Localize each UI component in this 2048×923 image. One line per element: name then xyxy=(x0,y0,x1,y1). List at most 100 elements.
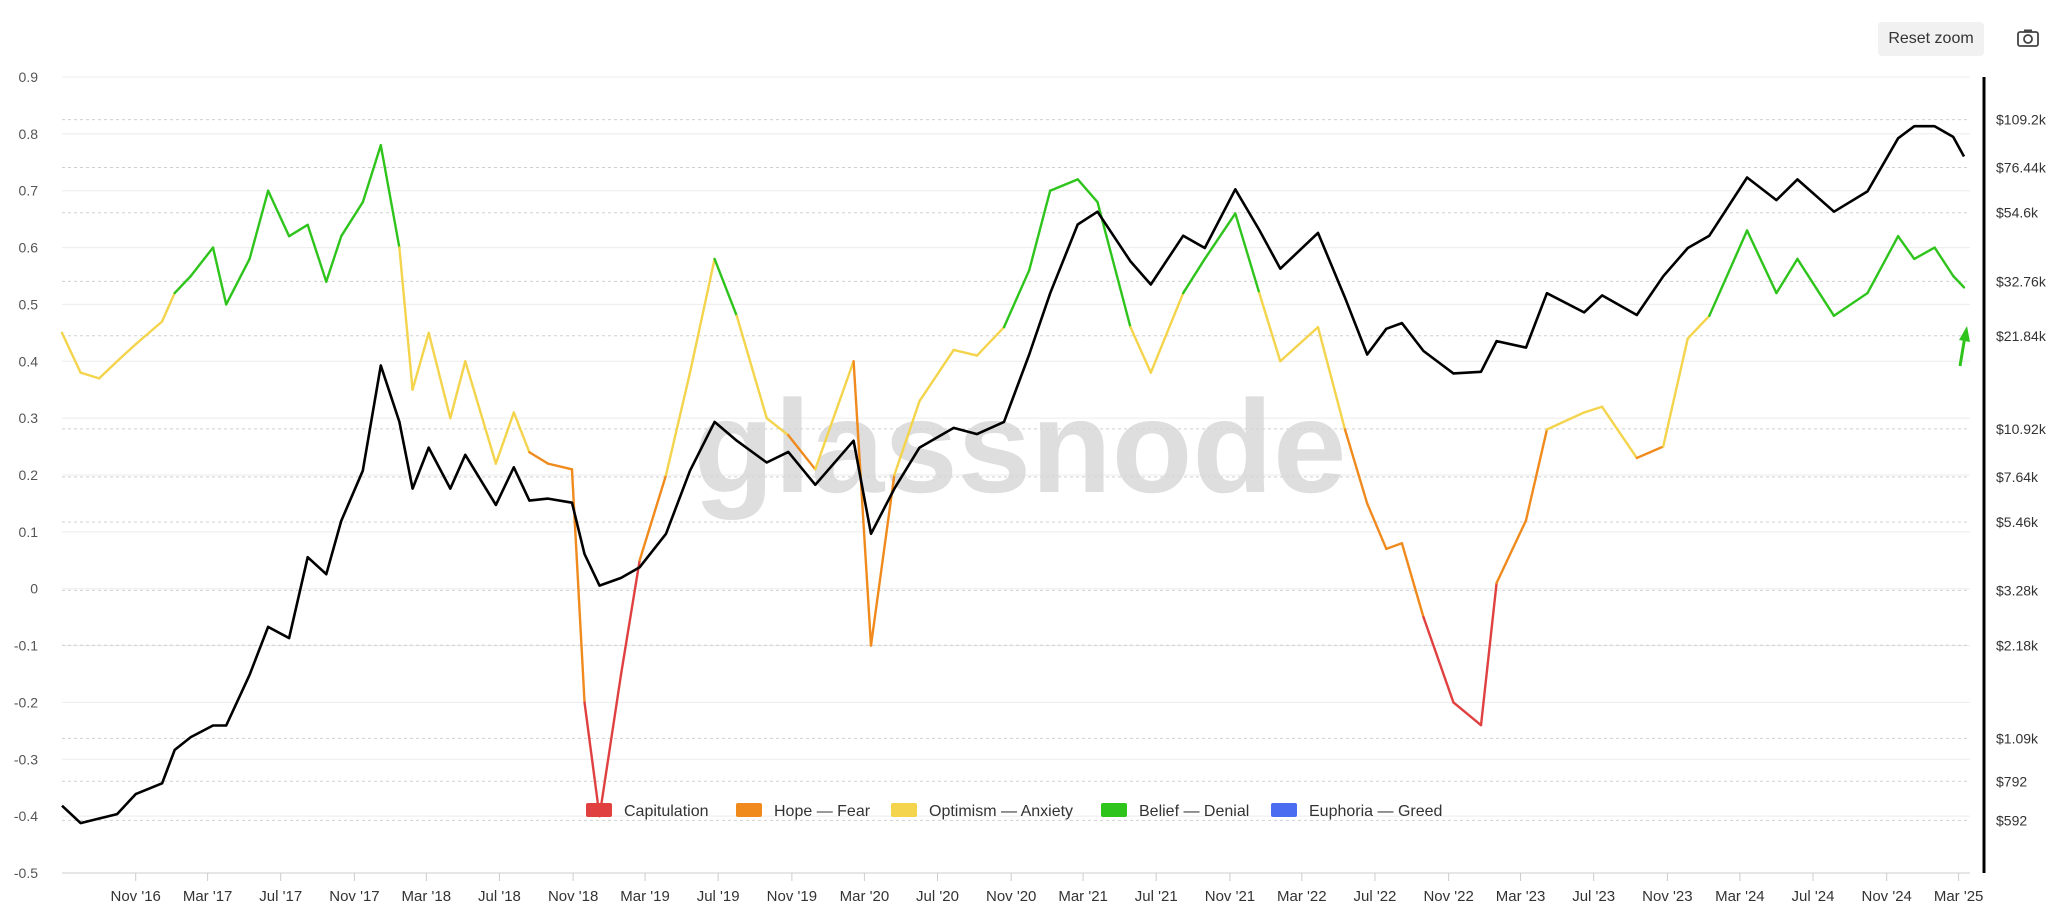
nupl-segment xyxy=(893,399,921,477)
right-tick-label: $54.6k xyxy=(1996,205,2039,221)
nupl-segment xyxy=(975,325,1006,357)
nupl-segment xyxy=(869,473,896,647)
watermark: glassnode xyxy=(694,373,1347,520)
nupl-segment xyxy=(638,473,668,562)
legend-label: Euphoria — Greed xyxy=(1309,803,1442,820)
nupl-segment xyxy=(1234,212,1261,295)
x-tick-label: Jul '19 xyxy=(697,888,740,905)
nupl-segment xyxy=(688,257,716,374)
nupl-segment xyxy=(411,331,430,391)
nupl-segment xyxy=(1258,291,1282,363)
nupl-segment xyxy=(619,559,641,676)
legend-swatch xyxy=(586,803,612,817)
nupl-segment xyxy=(1708,229,1749,317)
nupl-segment xyxy=(1076,178,1099,204)
x-tick-label: Nov '24 xyxy=(1862,888,1912,905)
x-tick-label: Mar '18 xyxy=(402,888,452,905)
camera-icon[interactable] xyxy=(2016,28,2040,48)
left-tick-label: -0.5 xyxy=(14,865,38,881)
x-tick-label: Nov '20 xyxy=(986,888,1036,905)
nupl-segment xyxy=(379,144,401,249)
nupl-segment xyxy=(1745,229,1778,295)
btc-price-line xyxy=(61,124,1966,825)
x-tick-label: Nov '23 xyxy=(1642,888,1692,905)
left-tick-label: -0.2 xyxy=(14,694,38,710)
nupl-segment xyxy=(173,274,193,295)
left-tick-label: 0.7 xyxy=(19,183,39,199)
left-tick-label: 0.4 xyxy=(19,353,39,369)
nupl-segment xyxy=(1129,325,1153,374)
legend: Capitulation Hope — Fear Optimism — Anxiet… xyxy=(586,803,1442,820)
nupl-segment xyxy=(1686,314,1711,340)
nupl-segment xyxy=(1400,542,1425,619)
right-tick-label: $592 xyxy=(1996,812,2027,828)
left-tick-label: 0.9 xyxy=(19,69,39,85)
left-tick-label: -0.4 xyxy=(14,808,38,824)
left-tick-label: 0.1 xyxy=(19,524,39,540)
nupl-segment xyxy=(918,348,955,403)
nupl-segment xyxy=(735,314,768,420)
nupl-segment xyxy=(1422,615,1455,704)
right-tick-label: $7.64k xyxy=(1996,469,2039,485)
right-tick-label: $32.76k xyxy=(1996,273,2047,289)
nupl-segment xyxy=(1933,246,1955,278)
x-tick-label: Mar '24 xyxy=(1715,888,1765,905)
nupl-segment xyxy=(97,360,119,380)
x-tick-label: Mar '17 xyxy=(183,888,233,905)
nupl-segment xyxy=(1524,428,1549,522)
nupl-segment xyxy=(570,468,586,704)
nupl-segment xyxy=(1002,269,1031,329)
nupl-segment xyxy=(1832,291,1869,317)
nupl-series xyxy=(60,144,1966,818)
right-tick-label: $5.46k xyxy=(1996,514,2039,530)
nupl-segment xyxy=(814,360,855,471)
nupl-segment xyxy=(583,701,601,818)
nupl-segment xyxy=(1495,519,1528,585)
left-tick-label: 0.3 xyxy=(19,410,39,426)
nupl-segment xyxy=(1316,325,1347,431)
left-axis-labels: 0.9 0.8 0.7 0.6 0.5 0.4 0.3 0.2 0.1 0 -0.1 -0.2 -0.3… xyxy=(14,69,38,881)
nupl-segment xyxy=(1027,189,1052,272)
nupl-segment xyxy=(266,189,291,238)
x-tick-label: Jul '23 xyxy=(1572,888,1615,905)
nupl-segment xyxy=(60,331,82,374)
legend-swatch xyxy=(736,803,762,817)
x-tick-label: Nov '18 xyxy=(548,888,598,905)
nupl-segment xyxy=(494,411,516,465)
legend-label: Hope — Fear xyxy=(774,803,871,820)
nupl-segment xyxy=(546,462,574,471)
legend-label: Belief — Denial xyxy=(1139,803,1249,820)
nupl-segment xyxy=(1203,212,1237,261)
nupl-segment xyxy=(1479,581,1498,727)
nupl-segment xyxy=(952,348,979,357)
x-tick-label: Mar '21 xyxy=(1058,888,1108,905)
nupl-segment xyxy=(211,246,228,306)
nupl-segment xyxy=(1952,274,1966,289)
right-axis-labels: $109.2k $76.44k $54.6k $32.76k $21.84k $10.92… xyxy=(1982,77,2047,873)
nupl-segment xyxy=(340,200,365,238)
nupl-segment xyxy=(1385,542,1404,551)
x-tick-label: Mar '19 xyxy=(620,888,670,905)
nupl-segment xyxy=(1582,405,1604,414)
legend-swatch xyxy=(891,803,917,817)
reset-zoom-button[interactable]: Reset zoom xyxy=(1878,22,1984,56)
nupl-segment xyxy=(1600,405,1639,460)
right-tick-label: $76.44k xyxy=(1996,160,2047,176)
nupl-segment xyxy=(160,291,176,323)
legend-swatch xyxy=(1101,803,1127,817)
nupl-segment xyxy=(79,371,101,380)
left-tick-label: 0.6 xyxy=(19,240,39,256)
x-tick-label: Mar '25 xyxy=(1934,888,1984,905)
horizontal-gridlines xyxy=(62,76,1970,874)
nupl-segment xyxy=(528,451,550,465)
left-tick-label: 0.2 xyxy=(19,467,39,483)
right-tick-label: $2.18k xyxy=(1996,637,2039,653)
nupl-segment xyxy=(306,223,328,283)
left-tick-label: -0.3 xyxy=(14,751,38,767)
x-tick-label: Mar '22 xyxy=(1277,888,1327,905)
x-tick-label: Jul '24 xyxy=(1792,888,1835,905)
nupl-segment xyxy=(325,234,343,283)
green-arrow-annotation xyxy=(1958,326,1970,367)
nupl-segment xyxy=(427,331,452,420)
right-tick-label: $1.09k xyxy=(1996,730,2039,746)
